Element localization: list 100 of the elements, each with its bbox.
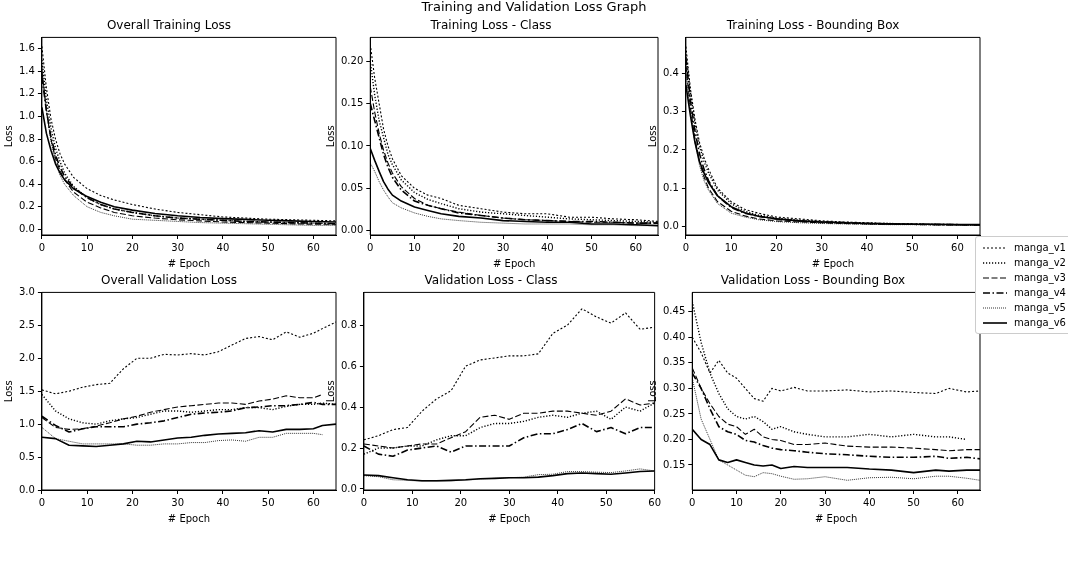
legend-label: manga_v4 xyxy=(1014,287,1066,298)
y-tick-label: 3.0 xyxy=(19,285,35,297)
x-tick-label: 40 xyxy=(862,496,876,508)
x-tick-label: 0 xyxy=(360,496,368,508)
x-tick-label: 30 xyxy=(815,241,829,253)
y-tick-label: 0.1 xyxy=(663,181,679,193)
chart-title: Overall Validation Loss xyxy=(100,273,238,288)
y-tick-label: 0.3 xyxy=(663,105,679,117)
x-tick-label: 60 xyxy=(629,241,643,253)
x-tick-label: 20 xyxy=(454,496,468,508)
x-tick-label: 10 xyxy=(724,241,738,253)
y-tick-label: 0.8 xyxy=(19,132,35,144)
x-axis-title: # Epoch xyxy=(815,512,858,524)
x-tick-label: 20 xyxy=(770,241,783,253)
x-tick-label: 50 xyxy=(261,241,275,253)
y-tick-label: 1.0 xyxy=(19,110,35,122)
y-tick-label: 0.5 xyxy=(19,450,35,462)
y-tick-label: 0.15 xyxy=(663,458,686,470)
x-axis-title: # Epoch xyxy=(167,512,211,524)
x-tick-label: 60 xyxy=(648,496,661,508)
y-tick-label: 0.4 xyxy=(341,400,357,412)
y-axis-title: Loss xyxy=(324,125,336,148)
y-tick-label: 0.15 xyxy=(341,97,364,109)
y-axis-title: Loss xyxy=(646,380,658,403)
y-tick-label: 0.6 xyxy=(19,155,35,167)
y-tick-label: 1.5 xyxy=(19,384,35,396)
chart-title: Validation Loss - Class xyxy=(424,273,558,288)
y-tick-label: 0.0 xyxy=(663,220,679,232)
legend-label: manga_v1 xyxy=(1014,242,1066,253)
y-axis-title: Loss xyxy=(324,380,336,403)
chart-title: Training Loss - Bounding Box xyxy=(725,18,900,33)
text: Training and Validation Loss Graph xyxy=(420,0,648,14)
y-tick-label: 0.2 xyxy=(663,143,679,155)
y-tick-label: 0.0 xyxy=(19,222,35,234)
y-tick-label: 0.30 xyxy=(663,381,686,393)
x-tick-label: 0 xyxy=(38,241,46,253)
y-tick-label: 1.2 xyxy=(19,87,35,99)
x-tick-label: 20 xyxy=(774,496,788,508)
y-tick-label: 0.00 xyxy=(341,224,364,236)
legend-label: manga_v5 xyxy=(1014,302,1066,313)
y-tick-label: 1.6 xyxy=(19,42,35,54)
y-tick-label: 0.20 xyxy=(341,54,364,66)
x-tick-label: 40 xyxy=(551,496,565,508)
x-tick-label: 30 xyxy=(496,241,510,253)
y-axis-title: Loss xyxy=(2,380,14,403)
x-tick-label: 50 xyxy=(907,496,920,508)
y-tick-label: 1.0 xyxy=(19,417,35,429)
x-tick-label: 30 xyxy=(818,496,832,508)
x-tick-label: 20 xyxy=(126,241,139,253)
x-tick-label: 50 xyxy=(261,496,275,508)
chart-title: Training Loss - Class xyxy=(429,18,552,33)
y-axis-title: Loss xyxy=(2,125,14,148)
x-axis-title: # Epoch xyxy=(488,512,531,524)
x-tick-label: 10 xyxy=(80,496,94,508)
legend-label: manga_v2 xyxy=(1014,257,1066,268)
y-tick-label: 2.0 xyxy=(19,351,35,363)
x-tick-label: 40 xyxy=(216,241,230,253)
y-tick-label: 0.10 xyxy=(341,139,364,151)
x-tick-label: 50 xyxy=(905,241,919,253)
x-axis-title: # Epoch xyxy=(167,257,211,269)
y-tick-label: 0.05 xyxy=(341,181,364,193)
x-tick-label: 0 xyxy=(682,241,690,253)
x-tick-label: 30 xyxy=(502,496,516,508)
y-tick-label: 0.8 xyxy=(341,318,357,330)
y-tick-label: 0.0 xyxy=(341,482,357,494)
y-tick-label: 0.20 xyxy=(663,433,686,445)
legend-label: manga_v3 xyxy=(1014,272,1066,283)
y-tick-label: 0.4 xyxy=(663,66,679,78)
y-tick-label: 0.0 xyxy=(19,483,35,495)
y-axis-title: Loss xyxy=(646,125,658,148)
y-tick-label: 0.25 xyxy=(663,407,686,419)
y-tick-label: 0.2 xyxy=(341,441,357,453)
x-tick-label: 60 xyxy=(307,241,320,253)
y-tick-label: 2.5 xyxy=(19,318,35,330)
x-axis-title: # Epoch xyxy=(493,257,536,269)
y-tick-label: 0.2 xyxy=(19,200,35,212)
x-tick-label: 10 xyxy=(730,496,743,508)
x-tick-label: 10 xyxy=(405,496,419,508)
x-tick-label: 40 xyxy=(860,241,874,253)
x-tick-label: 20 xyxy=(452,241,466,253)
x-axis-title: # Epoch xyxy=(811,257,855,269)
x-tick-label: 40 xyxy=(216,496,230,508)
x-tick-label: 0 xyxy=(367,241,374,253)
x-tick-label: 50 xyxy=(599,496,613,508)
y-tick-label: 0.40 xyxy=(663,330,686,342)
y-tick-label: 1.4 xyxy=(19,64,35,76)
chart-title: Validation Loss - Bounding Box xyxy=(720,273,906,288)
x-tick-label: 60 xyxy=(951,496,965,508)
x-tick-label: 30 xyxy=(171,241,185,253)
legend-label: manga_v6 xyxy=(1014,317,1066,328)
y-tick-label: 0.45 xyxy=(663,305,686,317)
y-tick-label: 0.4 xyxy=(19,177,35,189)
chart-title: Overall Training Loss xyxy=(106,18,232,33)
x-tick-label: 0 xyxy=(38,496,46,508)
y-tick-label: 0.6 xyxy=(341,359,357,371)
x-tick-label: 60 xyxy=(307,496,320,508)
x-tick-label: 30 xyxy=(171,496,185,508)
x-tick-label: 10 xyxy=(80,241,94,253)
x-tick-label: 50 xyxy=(585,241,598,253)
x-tick-label: 20 xyxy=(126,496,139,508)
